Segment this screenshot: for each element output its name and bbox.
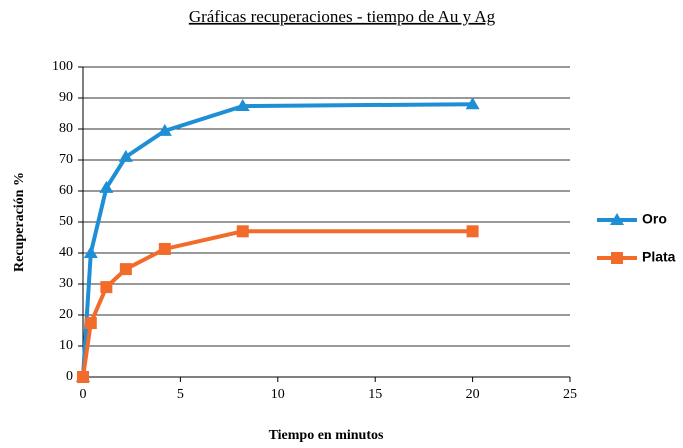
data-point [77, 371, 89, 383]
y-tick-label: 50 [59, 214, 73, 229]
series-line [81, 102, 473, 378]
y-tick-label: 10 [59, 338, 73, 353]
legend-marker [611, 252, 623, 264]
x-tick-label: 15 [368, 387, 382, 402]
x-tick-label: 10 [271, 387, 285, 402]
y-tick-label: 100 [52, 59, 73, 74]
x-axis-label: Tiempo en minutos [269, 428, 384, 443]
data-point [157, 123, 172, 136]
legend-label: Plata [642, 249, 676, 265]
y-tick-label: 90 [59, 90, 73, 105]
data-point [466, 225, 479, 238]
y-tick-label: 30 [59, 276, 73, 291]
data-point [84, 317, 97, 330]
y-tick-label: 70 [59, 152, 73, 167]
y-tick-label: 20 [59, 307, 73, 322]
data-point [158, 242, 171, 255]
data-point [100, 281, 113, 294]
data-point [465, 97, 480, 110]
x-tick-label: 5 [177, 387, 184, 402]
data-point [119, 263, 132, 276]
chart-title: Gráficas recuperaciones - tiempo de Au y… [189, 7, 496, 26]
legend-marker [610, 213, 624, 225]
x-tick-label: 20 [466, 387, 480, 402]
legend-label: Oro [642, 211, 667, 227]
y-tick-label: 80 [59, 121, 73, 136]
data-point [235, 99, 250, 112]
y-tick-label: 60 [59, 183, 73, 198]
data-point [99, 180, 114, 193]
x-tick-label: 25 [563, 387, 577, 402]
data-point [236, 225, 249, 238]
data-point [83, 246, 98, 258]
y-axis-label: Recuperación % [12, 172, 27, 272]
data-point [118, 149, 133, 162]
x-tick-label: 0 [80, 387, 87, 402]
y-tick-label: 40 [59, 245, 73, 260]
y-tick-label: 0 [66, 369, 73, 384]
